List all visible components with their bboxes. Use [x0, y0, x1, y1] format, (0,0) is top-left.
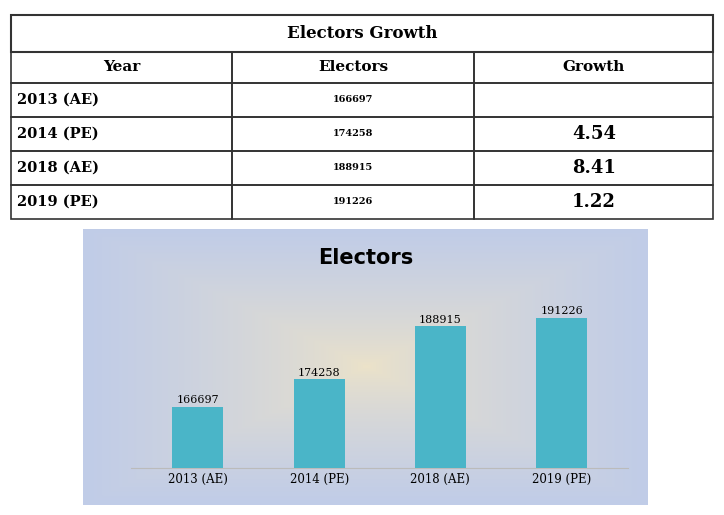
- Text: 174258: 174258: [298, 368, 340, 378]
- Text: 191226: 191226: [333, 197, 374, 207]
- Text: 4.54: 4.54: [572, 125, 615, 143]
- Bar: [172, 407, 224, 515]
- Text: 191226: 191226: [540, 306, 583, 316]
- Text: 174258: 174258: [333, 129, 374, 138]
- Text: Electors Growth: Electors Growth: [287, 25, 437, 42]
- Bar: [536, 318, 587, 515]
- Text: 188915: 188915: [419, 315, 462, 325]
- Text: Growth: Growth: [563, 60, 625, 74]
- Bar: [415, 327, 466, 515]
- Text: 188915: 188915: [333, 163, 374, 172]
- Bar: [294, 380, 345, 515]
- Text: Electors: Electors: [318, 248, 413, 268]
- Text: 1.22: 1.22: [572, 193, 615, 211]
- Text: Electors: Electors: [318, 60, 388, 74]
- Text: 2019 (PE): 2019 (PE): [17, 195, 99, 209]
- Text: 166697: 166697: [333, 95, 374, 104]
- Text: 166697: 166697: [177, 396, 219, 405]
- Text: Year: Year: [103, 60, 140, 74]
- Text: 2018 (AE): 2018 (AE): [17, 161, 99, 175]
- Text: 8.41: 8.41: [572, 159, 615, 177]
- Text: 2013 (AE): 2013 (AE): [17, 93, 99, 107]
- Text: 2014 (PE): 2014 (PE): [17, 127, 99, 141]
